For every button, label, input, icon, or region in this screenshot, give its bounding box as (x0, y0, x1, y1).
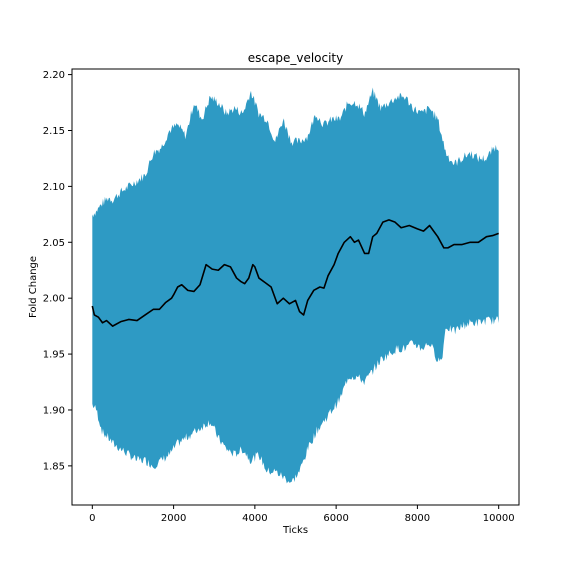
x-tick-label: 0 (89, 513, 95, 524)
y-tick-label: 2.20 (43, 70, 65, 81)
x-tick-label: 10000 (483, 513, 515, 524)
plot-area (92, 87, 498, 483)
y-tick-label: 2.15 (43, 126, 65, 137)
y-tick-label: 1.85 (43, 461, 65, 472)
x-tick-label: 2000 (161, 513, 186, 524)
y-axis-label: Fold Change (28, 256, 39, 318)
x-tick-label: 6000 (323, 513, 348, 524)
y-tick-label: 2.10 (43, 182, 65, 193)
confidence-band (92, 87, 498, 483)
y-axis: 1.85 1.90 1.95 2.00 2.05 2.10 2.15 2.20 (43, 70, 72, 472)
x-axis: 0 2000 4000 6000 8000 10000 (89, 505, 514, 524)
y-tick-label: 2.05 (43, 238, 65, 249)
x-tick-label: 4000 (242, 513, 267, 524)
y-tick-label: 2.00 (43, 294, 65, 305)
chart-title: escape_velocity (248, 51, 343, 65)
y-tick-label: 1.90 (43, 405, 65, 416)
x-axis-label: Ticks (282, 525, 308, 536)
x-tick-label: 8000 (405, 513, 430, 524)
y-tick-label: 1.95 (43, 350, 65, 361)
